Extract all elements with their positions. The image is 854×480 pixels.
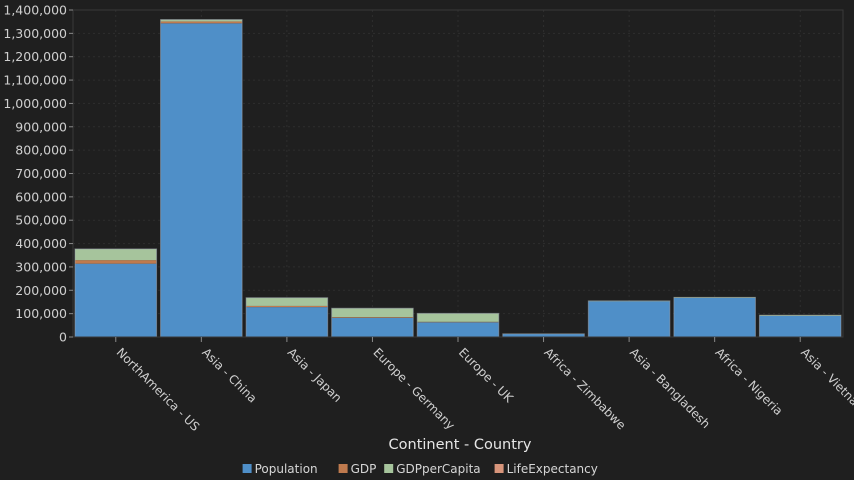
y-tick-label: 700,000 xyxy=(15,166,67,181)
legend-label-population: Population xyxy=(255,462,318,476)
legend: Population GDP GDPperCapita LifeExpectancy xyxy=(242,462,598,476)
bar-population-8 xyxy=(759,315,841,337)
legend-swatch-population xyxy=(242,464,252,473)
bar-population-1 xyxy=(160,23,243,338)
x-tick-label: Africa - Zimbabwe xyxy=(541,345,628,432)
y-tick-label: 300,000 xyxy=(15,259,67,274)
x-tick-label: Africa - Nigeria xyxy=(713,345,786,418)
x-tick-label: Asia - Bangladesh xyxy=(627,345,713,431)
bar-gdp-0 xyxy=(75,260,157,264)
y-tick-label: 1,300,000 xyxy=(3,26,67,41)
legend-label-lifeexpectancy: LifeExpectancy xyxy=(507,462,598,476)
x-tick-label: Asia - Japan xyxy=(285,345,345,405)
bar-gdppercapita-2 xyxy=(246,297,328,306)
bar-population-7 xyxy=(673,297,756,337)
x-tick-label: Europe - UK xyxy=(456,345,517,406)
y-tick-label: 800,000 xyxy=(15,143,67,158)
legend-swatch-gdppercapita xyxy=(384,464,394,473)
bar-population-0 xyxy=(75,263,157,337)
y-tick-label: 500,000 xyxy=(15,213,67,228)
legend-label-gdppercapita: GDPperCapita xyxy=(396,462,480,476)
bar-population-5 xyxy=(502,333,585,337)
legend-swatch-gdp xyxy=(338,464,348,473)
bar-population-6 xyxy=(588,301,670,337)
bar-gdp-2 xyxy=(246,305,328,308)
y-axis-ticks: 0 100,000 200,000 300,000 400,000 500,000 600,… xyxy=(3,3,73,345)
x-axis-label: Continent - Country xyxy=(389,437,532,453)
bars xyxy=(74,19,842,338)
bar-gdp-1 xyxy=(160,21,243,24)
bar-population-2 xyxy=(246,307,328,337)
y-tick-label: 600,000 xyxy=(15,189,67,204)
bar-gdppercapita-3 xyxy=(331,308,414,318)
y-tick-label: 1,000,000 xyxy=(3,96,67,111)
bar-gdppercapita-4 xyxy=(417,313,499,322)
y-tick-label: 900,000 xyxy=(15,119,67,134)
y-tick-label: 1,100,000 xyxy=(3,73,67,88)
y-tick-label: 100,000 xyxy=(15,306,67,321)
y-tick-label: 0 xyxy=(59,330,67,345)
x-tick-label: Asia - Vietnam xyxy=(798,345,854,417)
x-tick-label: NorthAmerica - US xyxy=(114,345,203,434)
bar-gdp-3 xyxy=(331,317,414,318)
bar-population-3 xyxy=(331,317,414,337)
bar-gdppercapita-1 xyxy=(160,19,243,22)
bar-population-4 xyxy=(417,322,499,337)
x-tick-label: Asia - China xyxy=(199,345,259,405)
y-tick-label: 1,400,000 xyxy=(3,3,67,18)
y-tick-label: 1,200,000 xyxy=(3,49,67,64)
x-tick-label: Europe - Germany xyxy=(370,345,457,432)
y-tick-label: 400,000 xyxy=(15,236,67,251)
y-tick-label: 200,000 xyxy=(15,283,67,298)
legend-swatch-lifeexpectancy xyxy=(494,464,504,473)
legend-label-gdp: GDP xyxy=(351,462,377,476)
grid xyxy=(73,10,843,337)
bar-gdppercapita-0 xyxy=(75,248,157,261)
